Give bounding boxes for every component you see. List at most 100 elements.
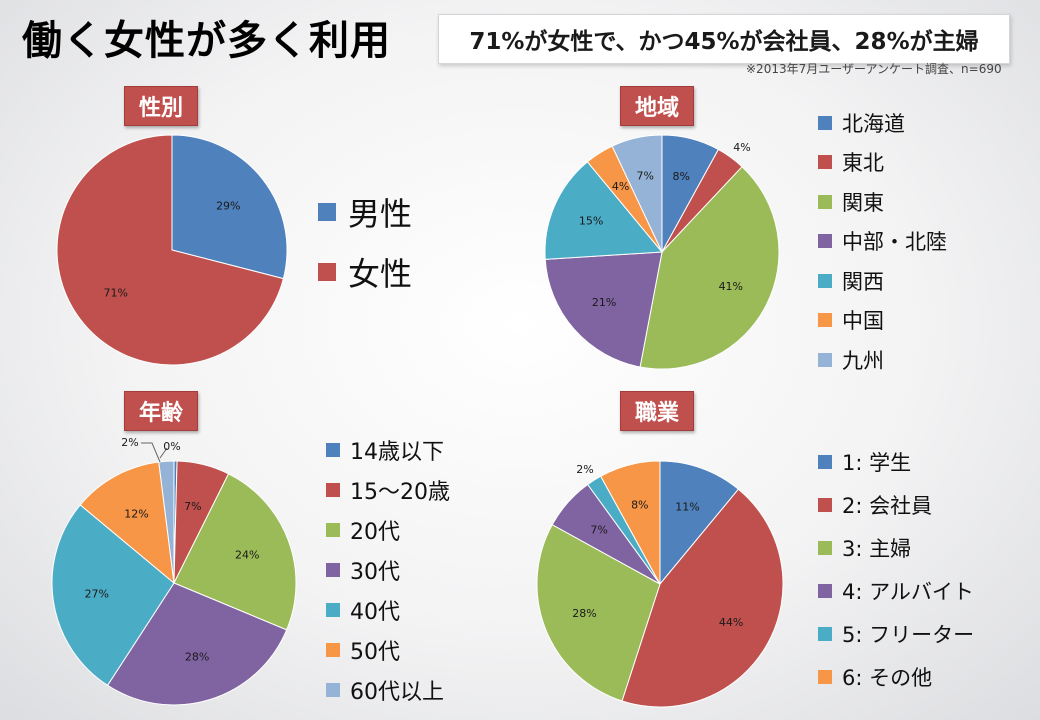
- age-data-label: 28%: [185, 651, 209, 664]
- age-chart-title: 年齢: [124, 391, 199, 431]
- legend-label: 九州: [842, 348, 884, 373]
- legend-swatch: [326, 603, 340, 617]
- occupation-data-label: 2%: [576, 463, 593, 476]
- age-data-label: 27%: [85, 588, 109, 601]
- age-legend: 14歳以下 15〜20歳 20代 30代 40代 50代 60代以上: [326, 430, 450, 710]
- occupation-data-label: 11%: [675, 501, 699, 514]
- occupation-pie: 11% 44% 28% 7% 2% 8%: [536, 460, 784, 708]
- legend-label: 男性: [348, 195, 413, 233]
- legend-label: 2: 会社員: [842, 493, 933, 518]
- age-slice: [173, 473, 297, 631]
- legend-swatch: [326, 523, 340, 537]
- region-legend-item: 関西: [818, 261, 947, 301]
- legend-label: 50代: [350, 640, 400, 665]
- legend-label: 1: 学生: [842, 450, 912, 475]
- region-data-label: 41%: [719, 280, 743, 293]
- age-slice: [79, 461, 175, 585]
- occupation-chart-title: 職業: [620, 391, 695, 431]
- age-legend-item: 60代以上: [326, 670, 450, 710]
- legend-swatch: [818, 273, 832, 288]
- region-slice: [544, 251, 663, 368]
- legend-label: 15〜20歳: [350, 480, 450, 505]
- gender-data-label: 71%: [103, 287, 127, 300]
- region-slice: [544, 161, 664, 260]
- age-legend-item: 50代: [326, 630, 450, 670]
- age-data-label: 24%: [235, 549, 259, 562]
- legend-swatch: [818, 583, 832, 598]
- age-slice: [158, 460, 175, 584]
- legend-swatch: [318, 263, 336, 281]
- region-data-label: 4%: [733, 141, 750, 154]
- legend-label: 5: フリーター: [842, 622, 975, 647]
- slide-title: 働く女性が多く利用: [22, 18, 391, 64]
- gender-legend-item: 男性: [318, 182, 412, 242]
- age-slice: [106, 582, 288, 706]
- age-leader-line: [141, 442, 161, 463]
- gender-chart-title: 性別: [124, 86, 199, 126]
- subtitle-text: 71%が女性で、かつ45%が会社員、28%が主婦: [469, 29, 979, 55]
- legend-swatch: [818, 234, 832, 249]
- age-legend-item: 40代: [326, 590, 450, 630]
- age-data-label: 2%: [121, 436, 138, 449]
- occupation-legend-item: 6: その他: [818, 655, 974, 698]
- age-data-label: 0%: [163, 440, 180, 453]
- legend-label: 4: アルバイト: [842, 579, 974, 604]
- legend-label: 6: その他: [842, 665, 933, 690]
- legend-swatch: [326, 563, 340, 577]
- region-data-label: 15%: [579, 214, 603, 227]
- age-legend-item: 14歳以下: [326, 430, 450, 470]
- legend-swatch: [818, 497, 832, 512]
- legend-swatch: [818, 626, 832, 641]
- legend-swatch: [818, 194, 832, 209]
- legend-swatch: [818, 669, 832, 684]
- survey-note: ※2013年7月ユーザーアンケート調査、n=690: [746, 62, 1002, 76]
- gender-legend-item: 女性: [318, 242, 412, 302]
- occupation-slice: [659, 460, 740, 586]
- age-pie: 0% 7% 24% 28% 27% 12% 2%: [51, 436, 297, 706]
- legend-label: 女性: [348, 255, 413, 293]
- region-legend-item: 九州: [818, 340, 947, 380]
- age-leader-line: [159, 447, 168, 459]
- age-data-label: 7%: [184, 500, 201, 513]
- region-pie: 8% 4% 41% 21% 15% 4% 7%: [544, 134, 780, 370]
- occupation-legend-item: 2: 会社員: [818, 483, 974, 526]
- occupation-legend-item: 5: フリーター: [818, 612, 974, 655]
- age-legend-item: 20代: [326, 510, 450, 550]
- occupation-data-label: 44%: [719, 616, 743, 629]
- region-data-label: 8%: [672, 170, 689, 183]
- region-slice: [639, 166, 780, 370]
- occupation-data-label: 7%: [590, 523, 607, 536]
- region-legend-item: 北海道: [818, 103, 947, 143]
- age-slice: [51, 504, 175, 687]
- legend-swatch: [818, 155, 832, 170]
- legend-label: 30代: [350, 560, 400, 585]
- region-legend-item: 東北: [818, 143, 947, 183]
- legend-swatch: [818, 454, 832, 469]
- age-data-label: 12%: [124, 508, 148, 521]
- legend-label: 関西: [842, 269, 884, 294]
- occupation-data-label: 28%: [572, 607, 596, 620]
- region-data-label: 4%: [612, 180, 629, 193]
- legend-swatch: [326, 443, 340, 457]
- legend-label: 20代: [350, 520, 400, 545]
- occupation-slice: [621, 488, 784, 708]
- occupation-slice: [600, 460, 661, 585]
- subtitle-box: 71%が女性で、かつ45%が会社員、28%が主婦: [438, 14, 1010, 64]
- legend-label: 関東: [842, 190, 884, 215]
- age-legend-item: 15〜20歳: [326, 470, 450, 510]
- legend-swatch: [326, 683, 340, 697]
- age-legend-item: 30代: [326, 550, 450, 590]
- legend-label: 北海道: [842, 111, 905, 136]
- occupation-legend-item: 3: 主婦: [818, 526, 974, 569]
- legend-label: 14歳以下: [350, 440, 444, 465]
- region-data-label: 7%: [636, 170, 653, 183]
- legend-swatch: [326, 643, 340, 657]
- legend-label: 中国: [842, 309, 884, 334]
- legend-swatch: [818, 313, 832, 328]
- region-legend: 北海道東北関東中部・北陸関西中国九州: [818, 103, 947, 380]
- legend-label: 60代以上: [350, 680, 444, 705]
- gender-legend: 男性 女性: [318, 182, 412, 302]
- region-data-label: 21%: [592, 296, 616, 309]
- occupation-legend-item: 1: 学生: [818, 440, 974, 483]
- legend-label: 中部・北陸: [842, 230, 947, 255]
